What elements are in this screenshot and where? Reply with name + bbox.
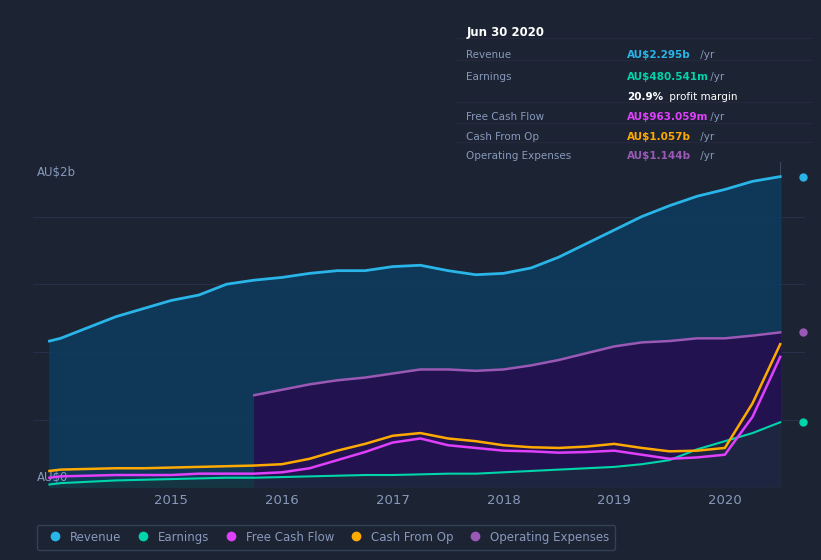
- Text: AU$1.144b: AU$1.144b: [627, 151, 691, 161]
- Text: /yr: /yr: [697, 132, 715, 142]
- Text: /yr: /yr: [707, 112, 724, 122]
- Text: AU$2b: AU$2b: [37, 166, 76, 179]
- Text: /yr: /yr: [697, 50, 715, 60]
- Text: AU$480.541m: AU$480.541m: [627, 72, 709, 82]
- Text: 20.9%: 20.9%: [627, 91, 663, 101]
- Text: /yr: /yr: [697, 151, 715, 161]
- Text: profit margin: profit margin: [667, 91, 738, 101]
- Text: Earnings: Earnings: [466, 72, 511, 82]
- Text: Free Cash Flow: Free Cash Flow: [466, 112, 544, 122]
- Text: Revenue: Revenue: [466, 50, 511, 60]
- Text: Operating Expenses: Operating Expenses: [466, 151, 571, 161]
- Text: AU$2.295b: AU$2.295b: [627, 50, 690, 60]
- Text: /yr: /yr: [707, 72, 724, 82]
- Text: AU$0: AU$0: [37, 471, 68, 484]
- Text: Cash From Op: Cash From Op: [466, 132, 539, 142]
- Text: AU$963.059m: AU$963.059m: [627, 112, 709, 122]
- Legend: Revenue, Earnings, Free Cash Flow, Cash From Op, Operating Expenses: Revenue, Earnings, Free Cash Flow, Cash …: [37, 525, 615, 549]
- Text: Jun 30 2020: Jun 30 2020: [466, 26, 544, 39]
- Text: AU$1.057b: AU$1.057b: [627, 132, 691, 142]
